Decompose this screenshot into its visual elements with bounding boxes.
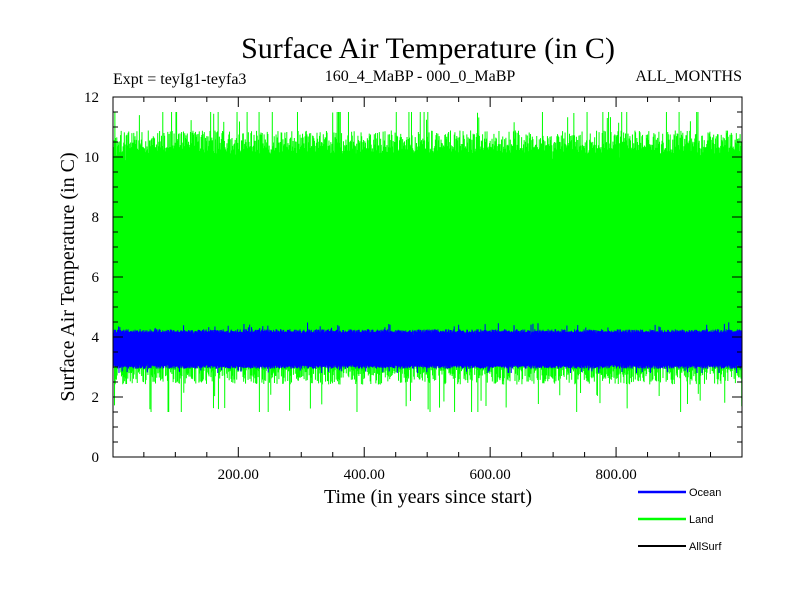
x-tick-label: 200.00 — [218, 467, 259, 483]
legend: Ocean Land AllSurf — [638, 487, 722, 553]
y-tick-label: 10 — [84, 150, 99, 166]
y-tick-label: 4 — [92, 330, 100, 346]
x-tick-label: 600.00 — [470, 467, 511, 483]
series-layer — [112, 111, 743, 413]
y-axis-label: Surface Air Temperature (in C) — [57, 152, 79, 401]
chart-subtitle-center: 160_4_MaBP - 000_0_MaBP — [325, 68, 516, 85]
axis-layer: 0 2 4 6 8 10 12 200.00 400.00 600.00 800.00 — [84, 90, 742, 483]
x-tick-label: 800.00 — [595, 467, 636, 483]
y-tick-label: 0 — [92, 450, 100, 466]
series-ocean — [112, 322, 743, 374]
x-tick-label: 400.00 — [344, 467, 385, 483]
legend-label-allsurf: AllSurf — [689, 541, 722, 553]
chart-subtitle-right: ALL_MONTHS — [635, 68, 742, 85]
y-tick-label: 8 — [92, 210, 100, 226]
chart-title: Surface Air Temperature (in C) — [241, 32, 615, 65]
y-tick-label: 6 — [92, 270, 100, 286]
y-tick-label: 2 — [92, 390, 100, 406]
y-tick-label: 12 — [84, 90, 99, 106]
legend-label-ocean: Ocean — [689, 487, 721, 499]
legend-label-land: Land — [689, 514, 713, 526]
x-axis-label: Time (in years since start) — [324, 486, 532, 508]
chart-subtitle-left: Expt = teyIg1-teyfa3 — [113, 71, 246, 88]
